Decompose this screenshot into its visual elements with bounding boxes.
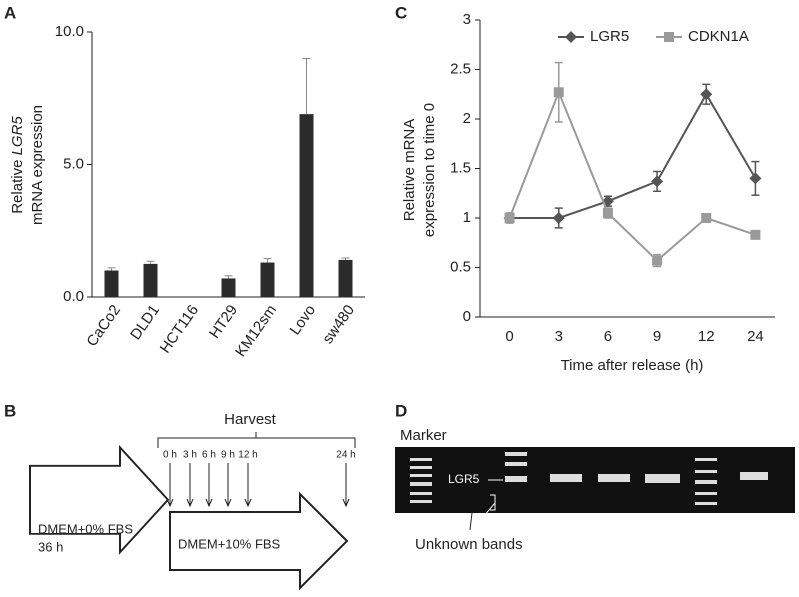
bar [299, 114, 314, 298]
point [701, 213, 712, 223]
x-tick-label: 0 [505, 328, 513, 345]
point [552, 212, 565, 224]
time-arrow [166, 463, 174, 508]
legend-label: CDKN1A [688, 28, 749, 45]
bar [143, 263, 158, 297]
y-tick-label: 0 [463, 308, 471, 325]
gel-image [395, 447, 795, 513]
panel-label: D [395, 401, 407, 420]
y-tick-label: 3 [463, 11, 471, 28]
arrow-text: 36 h [38, 539, 63, 554]
time-arrow [342, 463, 350, 508]
time-label: 9 h [221, 450, 235, 461]
gel-marker-label: Marker [400, 427, 447, 444]
point [565, 31, 577, 43]
x-tick-label: 9 [653, 328, 661, 345]
y-tick-label: 2.5 [450, 60, 471, 77]
x-tick-label: 6 [604, 328, 612, 345]
y-label-part: LGR5 [9, 116, 26, 156]
x-tick-label: DLD1 [127, 302, 163, 343]
y-tick-label: 0.5 [450, 258, 471, 275]
time-label: 6 h [202, 450, 216, 461]
time-label: 3 h [183, 450, 197, 461]
point [749, 172, 762, 185]
y-tick-label: 1 [463, 209, 471, 226]
x-tick-label: sw480 [319, 302, 358, 347]
x-tick-label: 3 [555, 328, 563, 345]
time-label: 24 h [336, 450, 355, 461]
harvest-label: Harvest [224, 411, 277, 428]
x-tick-label: 12 [698, 328, 715, 345]
x-tick-label: HT29 [206, 302, 241, 342]
bar [104, 270, 119, 297]
point [602, 208, 613, 219]
y-axis-label: expression to time 0 [421, 103, 438, 237]
gel-bands [410, 452, 768, 505]
y-tick-label: 0.0 [63, 288, 84, 305]
x-tick-label: HCT116 [157, 302, 202, 357]
point [553, 87, 564, 98]
point [750, 229, 761, 240]
y-tick-label: 1.5 [450, 159, 471, 176]
x-tick-label: Lovo [286, 302, 319, 338]
point [664, 32, 674, 42]
arrow-shape [29, 444, 170, 555]
y-axis-label: Relative LGR5 [9, 116, 26, 214]
bar [260, 262, 275, 297]
time-arrow [224, 463, 232, 508]
arrow-shape [169, 491, 349, 591]
point [651, 175, 664, 188]
arrow-text: DMEM+10% FBS [178, 536, 281, 551]
gel-pointer [471, 479, 503, 531]
bar [221, 278, 236, 297]
y-label-part: Relative [9, 160, 26, 214]
series-line [508, 89, 756, 262]
panel-label: A [4, 3, 16, 22]
harvest-bracket [157, 432, 356, 448]
y-tick-label: 2 [463, 110, 471, 127]
x-tick-label: CaCo2 [83, 302, 124, 350]
gel-band-label: LGR5 [448, 472, 480, 486]
panel-label: C [395, 3, 407, 22]
legend-label: LGR5 [590, 28, 629, 45]
series-line [509, 92, 757, 219]
arrow-text: DMEM+0% FBS [38, 521, 133, 536]
time-label: 12 h [238, 450, 257, 461]
time-arrow [205, 463, 213, 508]
point [652, 255, 663, 266]
y-tick-label: 10.0 [55, 23, 84, 40]
time-arrow [244, 463, 252, 508]
y-tick-label: 5.0 [63, 155, 84, 172]
panel-label: B [4, 401, 16, 420]
x-axis-label: Time after release (h) [561, 357, 704, 374]
gel-pointer [469, 512, 473, 531]
time-label: 0 h [163, 450, 177, 461]
x-tick-label: 24 [747, 328, 764, 345]
point [504, 213, 515, 223]
point [700, 88, 713, 101]
bar [338, 259, 353, 297]
y-axis-label: Relative mRNA [401, 119, 418, 222]
y-axis-label: mRNA expression [29, 105, 46, 225]
time-arrow [186, 463, 194, 508]
gel-unknown-label: Unknown bands [415, 536, 523, 553]
